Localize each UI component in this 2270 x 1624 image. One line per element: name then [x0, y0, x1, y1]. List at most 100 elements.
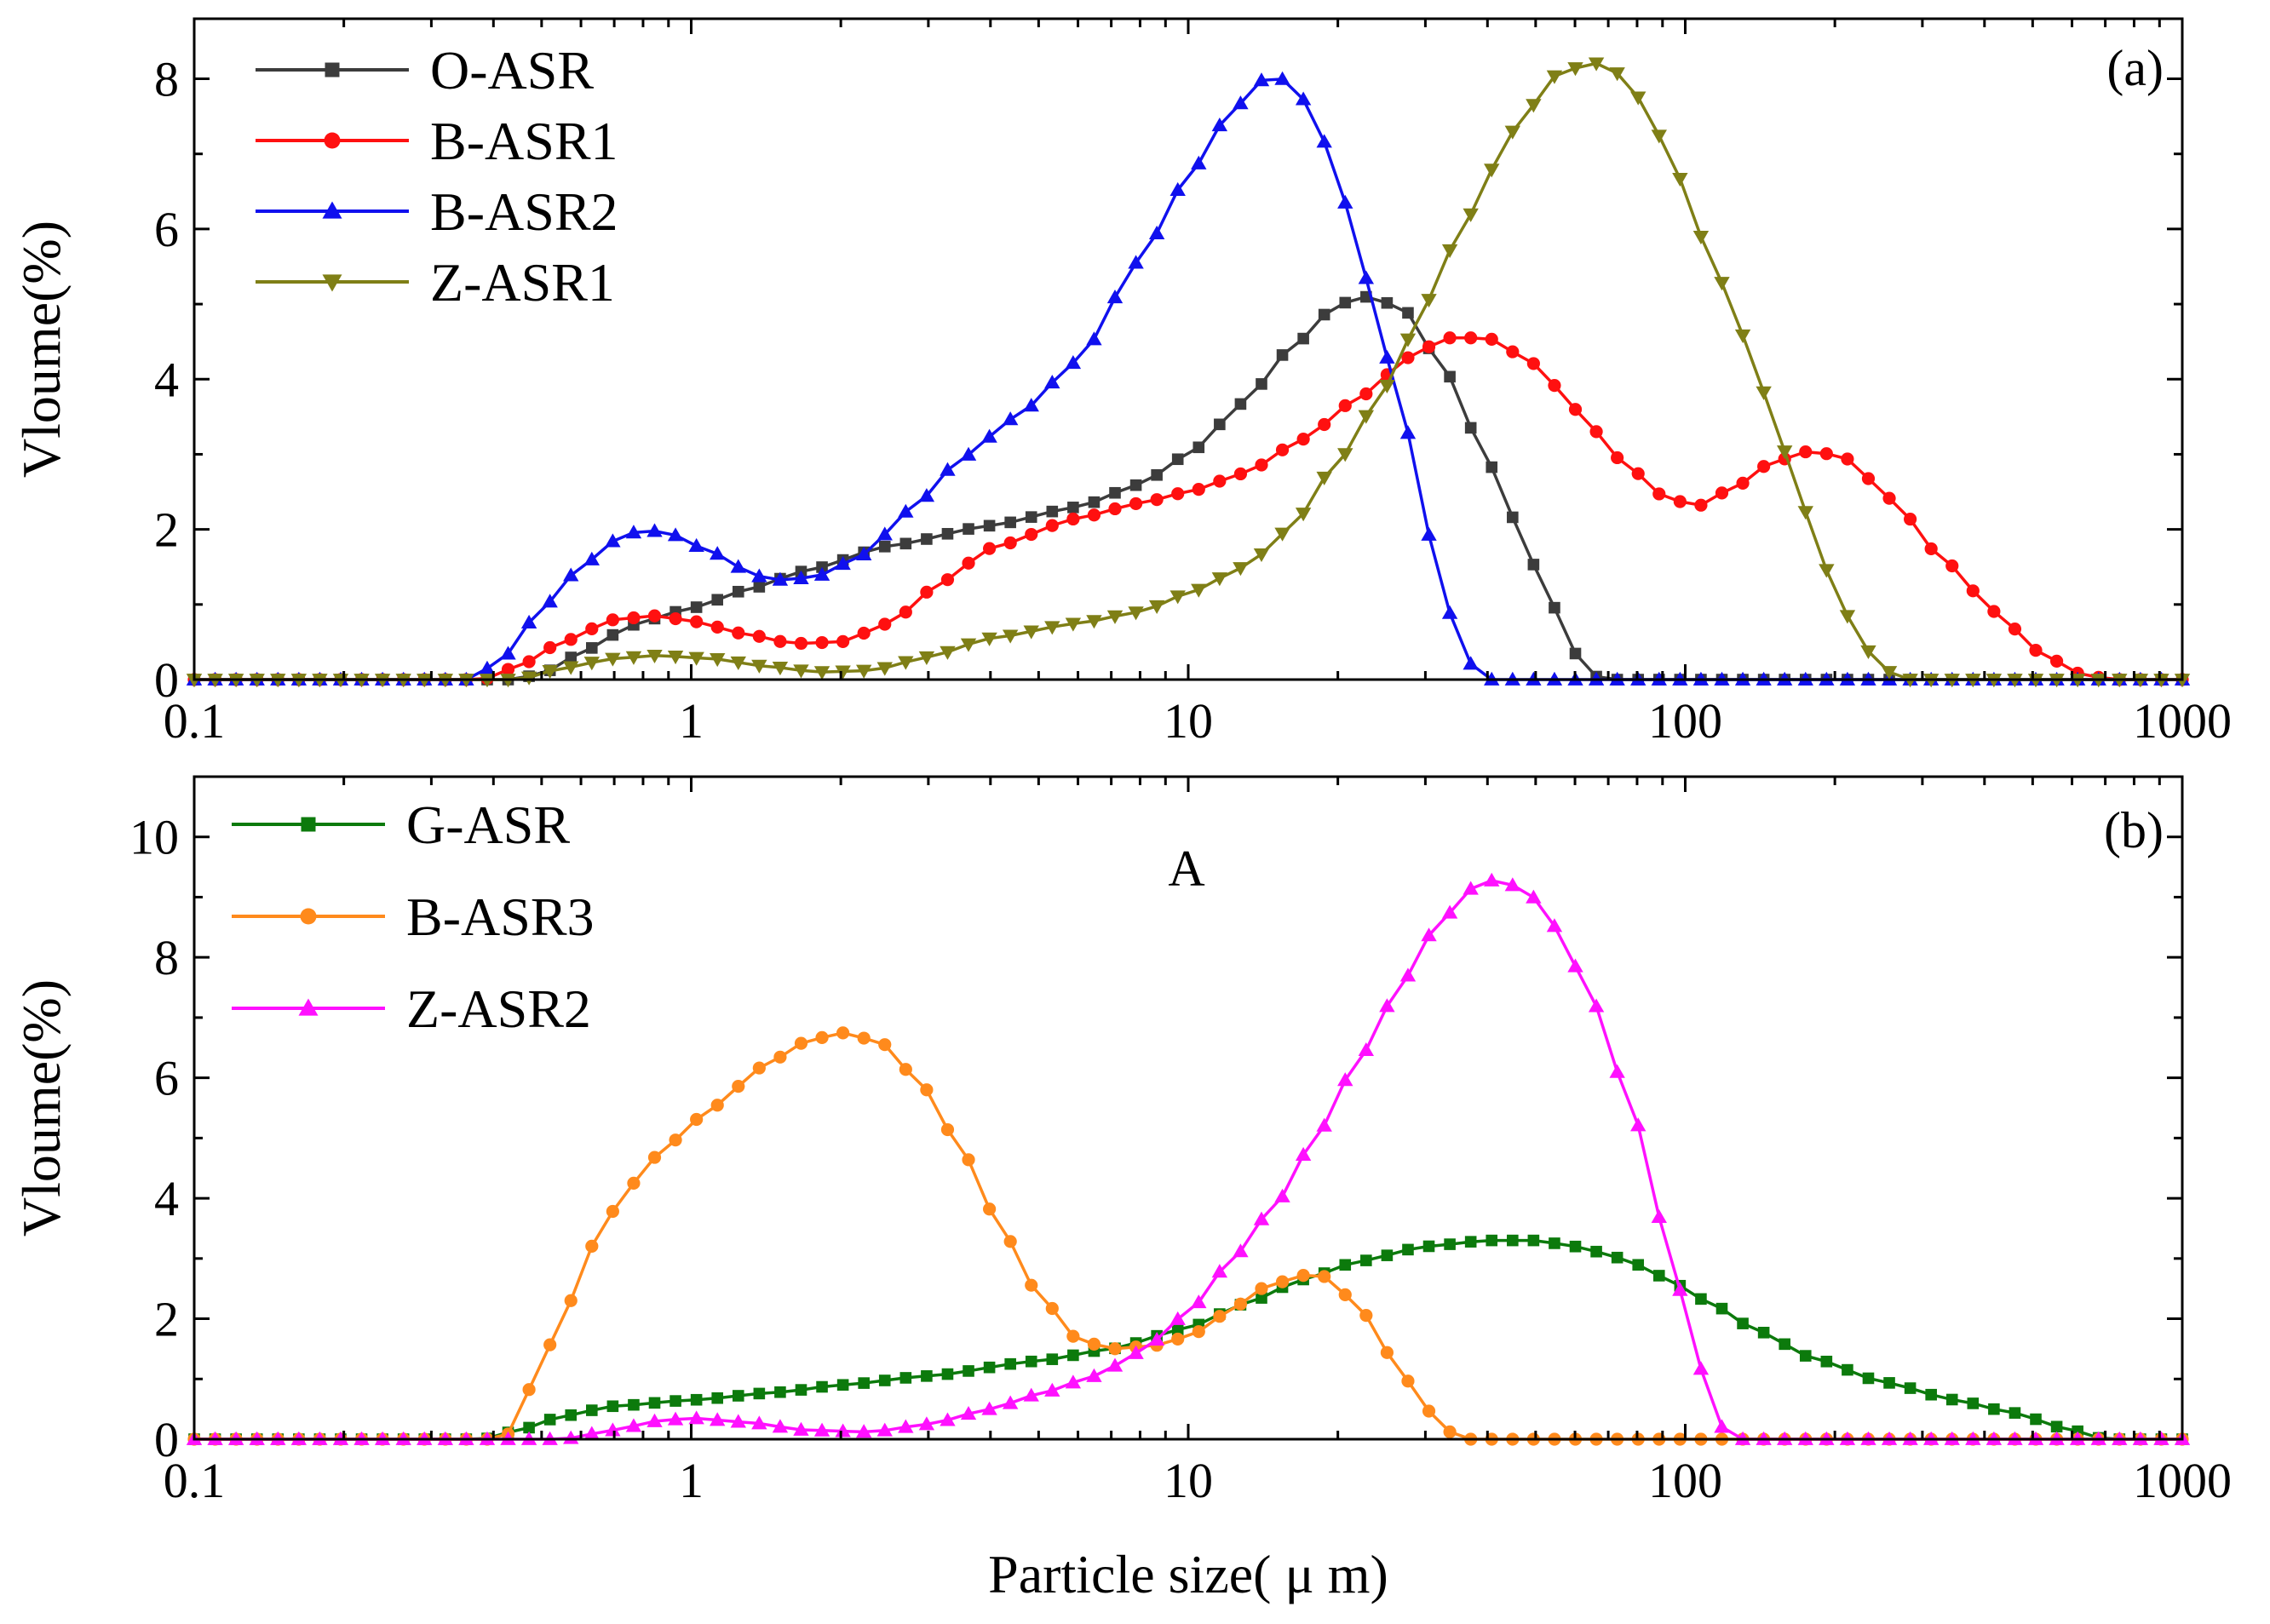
- data-point: [1108, 502, 1122, 516]
- data-point: [542, 664, 558, 680]
- data-point: [753, 1387, 766, 1400]
- data-point: [1359, 1309, 1373, 1323]
- data-point: [918, 651, 935, 665]
- data-point: [732, 626, 745, 640]
- data-point: [753, 581, 766, 593]
- data-point: [1399, 425, 1417, 439]
- data-point: [1002, 1395, 1019, 1409]
- x-tick-label: 100: [1648, 1453, 1722, 1508]
- data-point: [813, 566, 830, 581]
- data-point: [816, 1380, 828, 1393]
- data-point: [1401, 1374, 1415, 1388]
- data-point: [1486, 461, 1498, 473]
- legend-entry-g-asr: G-ASR: [232, 795, 570, 855]
- panel-label-b: (b): [2104, 802, 2164, 858]
- data-point: [1129, 496, 1143, 511]
- data-point: [1609, 67, 1625, 82]
- data-point: [1588, 57, 1605, 72]
- data-point: [1275, 1275, 1290, 1288]
- data-point: [1023, 1387, 1039, 1402]
- data-point: [1484, 164, 1500, 178]
- data-point: [1549, 1237, 1560, 1249]
- x-axis-title: Particle size( μ m): [988, 1544, 1388, 1604]
- legend-label: B-ASR3: [406, 887, 595, 947]
- data-point: [732, 585, 744, 598]
- data-point: [605, 1422, 621, 1437]
- data-point: [1003, 1235, 1017, 1248]
- data-point: [920, 585, 934, 599]
- data-point: [983, 542, 997, 555]
- data-point: [1211, 572, 1228, 587]
- data-point: [670, 1395, 681, 1407]
- data-point: [1150, 493, 1164, 507]
- data-point: [1148, 1331, 1165, 1346]
- data-point: [1233, 562, 1249, 577]
- data-point: [899, 1372, 912, 1384]
- data-point: [1169, 181, 1186, 197]
- data-point: [981, 632, 997, 646]
- data-point: [1213, 1310, 1227, 1323]
- data-point: [625, 1418, 642, 1432]
- data-point: [899, 537, 912, 550]
- data-point: [1318, 417, 1331, 432]
- data-point: [1171, 1323, 1184, 1336]
- data-point: [690, 601, 703, 613]
- data-point: [1925, 1388, 1937, 1401]
- data-point: [878, 617, 892, 631]
- data-point: [1003, 536, 1017, 550]
- data-point: [1861, 472, 1876, 485]
- data-point: [898, 503, 914, 518]
- data-point: [836, 1379, 849, 1392]
- data-point: [1527, 1234, 1540, 1247]
- data-point: [1421, 294, 1437, 308]
- data-point: [1904, 1382, 1917, 1394]
- data-point: [941, 1368, 954, 1380]
- data-point: [1233, 95, 1249, 110]
- data-point: [1799, 445, 1813, 459]
- data-point: [1777, 445, 1793, 460]
- data-point: [1549, 601, 1560, 614]
- data-point: [1588, 998, 1605, 1013]
- data-point: [1255, 458, 1268, 472]
- data-point: [920, 1083, 934, 1097]
- data-point: [647, 609, 662, 623]
- data-point: [1025, 511, 1037, 523]
- data-point: [1839, 610, 1856, 624]
- data-point: [855, 664, 872, 679]
- data-point: [647, 649, 663, 664]
- data-point: [857, 626, 871, 640]
- data-point: [1883, 1377, 1895, 1389]
- data-point: [1191, 155, 1207, 169]
- data-point: [983, 1361, 996, 1374]
- data-point: [751, 1415, 767, 1430]
- data-point: [1295, 91, 1312, 106]
- data-point: [1527, 559, 1540, 571]
- data-point: [940, 1122, 955, 1137]
- data-point: [795, 1384, 807, 1396]
- data-point: [1087, 508, 1101, 522]
- legend-label: G-ASR: [406, 795, 570, 855]
- data-point: [794, 1036, 808, 1050]
- data-point: [500, 646, 516, 660]
- x-tick-label: 10: [1164, 693, 1213, 749]
- data-point: [940, 1412, 956, 1426]
- data-point: [710, 1099, 724, 1112]
- data-point: [1296, 1269, 1310, 1283]
- data-point: [1862, 1372, 1875, 1385]
- data-point: [1379, 379, 1395, 394]
- legend-entry-o-asr: O-ASR: [256, 40, 594, 100]
- data-point: [1337, 1072, 1353, 1087]
- data-point: [522, 1383, 536, 1397]
- data-point: [1108, 1342, 1122, 1356]
- y-tick-label: 2: [154, 1292, 179, 1347]
- data-point: [981, 428, 997, 443]
- panel-label-a: (a): [2106, 40, 2164, 96]
- data-point: [710, 1412, 726, 1426]
- data-point: [1106, 610, 1124, 624]
- data-point: [711, 1392, 724, 1404]
- legend-entry-z-asr1: Z-ASR1: [256, 252, 615, 313]
- data-point: [606, 1400, 619, 1413]
- legend-label: Z-ASR1: [430, 252, 615, 313]
- data-point: [1253, 72, 1270, 87]
- legend-label: O-ASR: [430, 40, 594, 100]
